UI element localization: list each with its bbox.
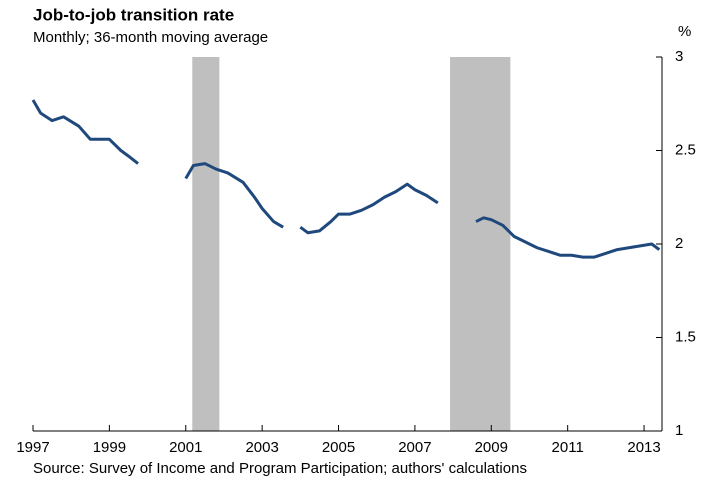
x-tick-label: 2013 — [627, 439, 660, 456]
x-tick-label: 2007 — [398, 439, 431, 456]
x-tick-label: 2005 — [322, 439, 355, 456]
recession-band — [450, 57, 511, 431]
y-tick-label: 2.5 — [675, 141, 696, 158]
y-tick-label: 1.5 — [675, 328, 696, 345]
source: Source: Survey of Income and Program Par… — [33, 460, 527, 477]
y-tick-label: 3 — [675, 48, 683, 65]
chart-subtitle: Monthly; 36-month moving average — [33, 29, 268, 46]
x-tick-label: 2003 — [245, 439, 278, 456]
x-tick-label: 2009 — [475, 439, 508, 456]
chart-title: Job-to-job transition rate — [33, 5, 234, 24]
x-tick-label: 2011 — [552, 439, 584, 456]
y-tick-label: 2 — [675, 235, 683, 252]
x-tick-label: 1997 — [16, 439, 49, 456]
y-tick-label: 1 — [675, 422, 683, 439]
x-tick-label: 1999 — [93, 439, 126, 456]
y-axis-label: % — [678, 23, 691, 40]
data-line — [31, 99, 661, 259]
recession-band — [192, 57, 220, 431]
x-tick-label: 2001 — [169, 439, 202, 456]
